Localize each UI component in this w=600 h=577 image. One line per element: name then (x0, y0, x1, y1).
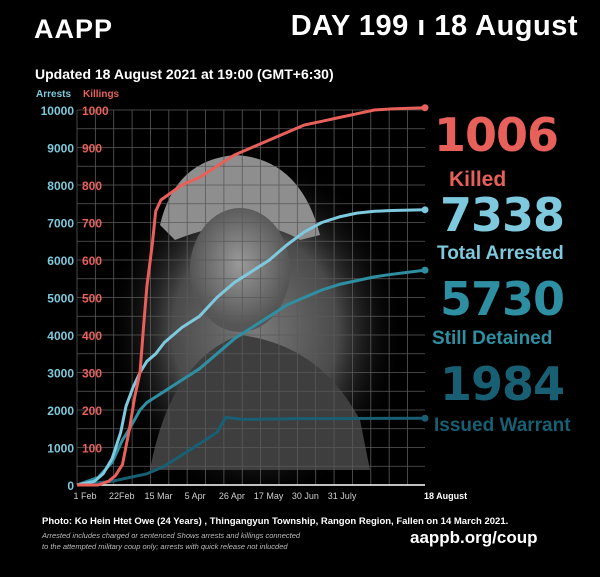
updated-timestamp: Updated 18 August 2021 at 19:00 (GMT+6:3… (35, 66, 334, 82)
killings-tick-label: 400 (82, 329, 102, 343)
killings-tick-label: 900 (82, 142, 102, 156)
date-tick-label: 22Feb (109, 491, 135, 501)
arrests-tick-label: 2000 (47, 404, 74, 418)
background-photo (105, 155, 405, 505)
killings-tick-label: 200 (82, 404, 102, 418)
date-tick-label: 31 July (328, 491, 357, 501)
date-tick-label: 30 Jun (292, 491, 319, 501)
arrests-tick-label: 4000 (47, 329, 74, 343)
series-endpoint (421, 206, 429, 214)
series-line-total-arrested (76, 208, 426, 487)
footnote-line-2: to the attempted military coup only; arr… (42, 542, 288, 551)
footnote-line-1: Arrested includes charged or sentenced S… (42, 531, 301, 540)
killings-tick-label: 500 (82, 292, 102, 306)
date-tick-label: 26 Apr (219, 491, 245, 501)
photo-caption: Photo: Ko Hein Htet Owe (24 Years) , Thi… (42, 516, 509, 527)
arrests-tick-label: 7000 (47, 217, 74, 231)
killed-label: Killed (449, 168, 507, 191)
arrests-tick-label: 3000 (47, 367, 74, 381)
date-tick-label: 18 August (424, 491, 467, 501)
killings-tick-labels: 1000 900 800 700 600 500 400 300 200 100 (82, 104, 109, 456)
killed-count: 1006 (434, 108, 559, 162)
arrested-label: Total Arrested (437, 243, 564, 264)
detained-count: 5730 (440, 272, 565, 326)
arrests-tick-label: 0 (67, 479, 74, 493)
arrests-axis-label: Arrests (36, 89, 72, 100)
chart-series (76, 104, 429, 487)
arrests-tick-labels: 1000090008000700060005000400030002000100… (41, 104, 75, 493)
date-tick-label: 17 May (254, 491, 284, 501)
warrant-label: Issued Warrant (434, 415, 571, 436)
arrests-tick-label: 8000 (47, 179, 74, 193)
website-link[interactable]: aappb.org/coup (410, 528, 538, 547)
warrant-count: 1984 (440, 357, 565, 411)
series-endpoint (421, 104, 429, 112)
series-line-killings (77, 106, 426, 487)
arrests-tick-label: 1000 (47, 442, 74, 456)
series-endpoint (421, 414, 429, 422)
killings-tick-label: 100 (82, 442, 102, 456)
day-date-header: DAY 199 ı 18 August (290, 10, 578, 42)
date-tick-label: 5 Apr (185, 491, 206, 501)
arrests-tick-label: 5000 (47, 292, 74, 306)
killings-tick-label: 800 (82, 179, 102, 193)
brand-logo-text: AAPP (34, 14, 114, 44)
series-line-still-detained (76, 268, 426, 487)
series-endpoint (421, 266, 429, 274)
detained-label: Still Detained (432, 328, 553, 349)
date-tick-labels: 1 Feb 22Feb 15 Mar 5 Apr 26 Apr 17 May 30 Jun 3… (73, 491, 467, 501)
arrested-count: 7338 (440, 188, 565, 242)
killings-axis-label: Killings (83, 89, 120, 100)
date-tick-label: 15 Mar (144, 491, 172, 501)
killings-tick-label: 1000 (82, 104, 109, 118)
killings-tick-label: 700 (82, 217, 102, 231)
series-line-issued-warrant (76, 416, 426, 487)
killings-tick-label: 600 (82, 254, 102, 268)
killings-tick-label: 300 (82, 367, 102, 381)
arrests-tick-label: 9000 (47, 142, 74, 156)
arrests-tick-label: 10000 (41, 104, 75, 118)
date-tick-label: 1 Feb (73, 491, 96, 501)
footnote: Arrested includes charged or sentenced S… (42, 530, 372, 552)
arrests-tick-label: 6000 (47, 254, 74, 268)
